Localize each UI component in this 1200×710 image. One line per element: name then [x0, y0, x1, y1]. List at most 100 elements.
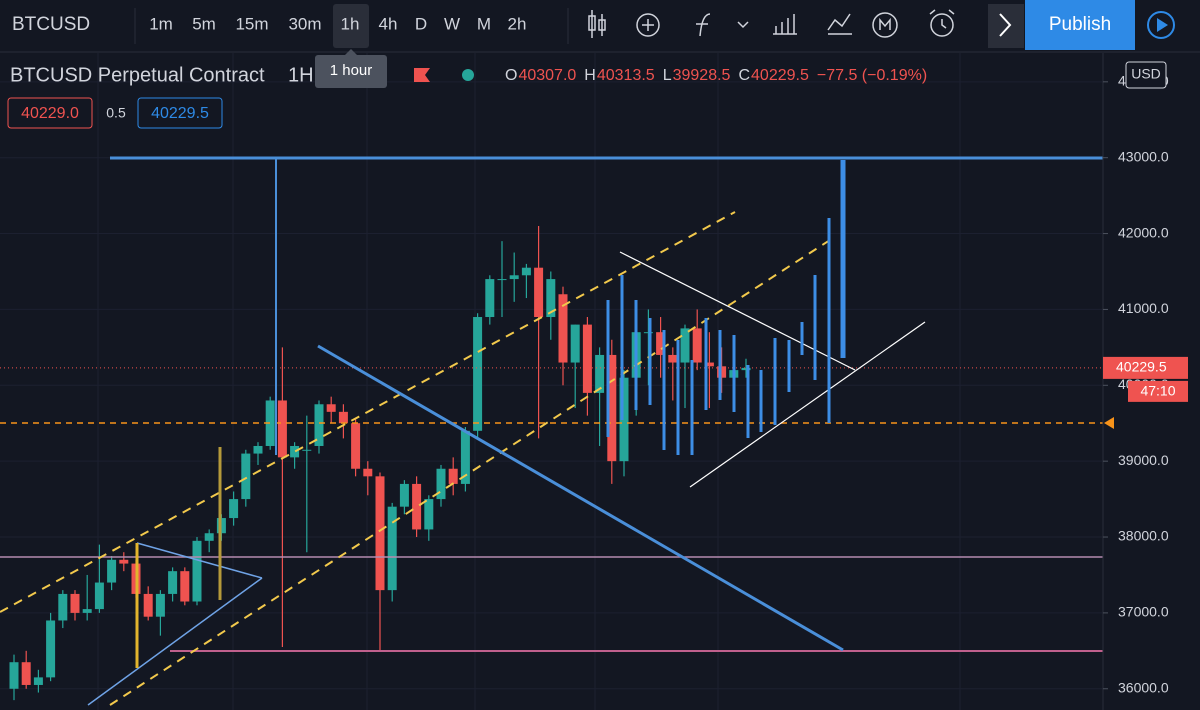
- candle-body: [521, 267, 531, 276]
- triangle-line: [689, 321, 926, 488]
- candle-body: [558, 294, 568, 363]
- candle-body: [643, 332, 653, 334]
- ohlc-key: C: [738, 67, 750, 84]
- candle-body: [363, 468, 373, 477]
- y-tick-label: 43000.0: [1118, 148, 1169, 164]
- replay-icon[interactable]: [872, 12, 898, 38]
- drawings: [0, 156, 1103, 706]
- candle-body: [204, 533, 214, 541]
- projection-bars: [606, 160, 846, 455]
- candle-body: [704, 362, 714, 367]
- candle-body: [375, 476, 385, 591]
- candle-body: [155, 593, 165, 617]
- candle-body: [424, 499, 434, 530]
- candle-body: [741, 367, 751, 371]
- publish-label: Publish: [1049, 14, 1111, 35]
- candle-body: [70, 593, 80, 613]
- buy-price: 40229.5: [151, 105, 209, 122]
- candle-body: [290, 445, 300, 458]
- symbol[interactable]: BTCUSD: [12, 14, 90, 35]
- sell-box[interactable]: [7, 97, 93, 129]
- countdown: 47:10: [1140, 383, 1175, 399]
- compare-icon[interactable]: [773, 14, 797, 35]
- last-price-box: [1103, 356, 1188, 379]
- candle-body: [399, 483, 409, 507]
- trend-line: [87, 577, 263, 706]
- candle-body: [82, 609, 92, 613]
- candle-body: [570, 324, 580, 363]
- ohlc-key: O: [505, 67, 517, 84]
- alert-icon: [929, 9, 955, 29]
- indicator-icon[interactable]: [827, 13, 852, 35]
- trend-line: [136, 542, 263, 579]
- candle-body: [436, 468, 446, 500]
- candle-body: [229, 499, 239, 519]
- candle-body: [595, 354, 605, 393]
- candle-body: [485, 279, 495, 318]
- last-price-label: 40229.5: [1116, 359, 1167, 375]
- candle-body: [509, 275, 519, 280]
- candle-body: [143, 593, 153, 617]
- countdown-box: [1128, 380, 1188, 402]
- candle-body: [448, 468, 458, 484]
- trend-line: [317, 344, 844, 652]
- candle-body: [351, 423, 361, 469]
- interval[interactable]: 1h: [341, 14, 360, 33]
- interval[interactable]: 30m: [288, 14, 321, 33]
- candle-body: [33, 677, 43, 685]
- fx-icon[interactable]: [696, 13, 711, 37]
- candle-body: [302, 449, 312, 451]
- candles: [0, 225, 1103, 701]
- tooltip-text: 1 hour: [330, 62, 373, 79]
- tooltip: [315, 55, 387, 88]
- candle-body: [107, 559, 117, 583]
- candle-body: [607, 354, 617, 462]
- flag-icon[interactable]: [414, 68, 430, 82]
- candle-body: [265, 400, 275, 446]
- interval[interactable]: M: [477, 14, 491, 33]
- candle-body: [680, 328, 690, 363]
- candle-body: [473, 317, 483, 431]
- y-tick-label: 36000.0: [1118, 679, 1169, 695]
- legend-title: BTCUSD Perpetual Contract: [10, 64, 265, 86]
- candle-body: [314, 404, 324, 446]
- candle-body: [717, 366, 727, 378]
- nav-button[interactable]: [988, 4, 1024, 48]
- interval[interactable]: 1m: [149, 14, 173, 33]
- candle-body: [460, 430, 470, 484]
- interval[interactable]: D: [415, 14, 427, 33]
- candle-body: [326, 404, 336, 412]
- play-button[interactable]: [1147, 11, 1175, 39]
- interval[interactable]: W: [444, 14, 460, 33]
- ohlc-value: 40229.5: [751, 67, 809, 84]
- interval[interactable]: 4h: [379, 14, 398, 33]
- candle-body: [192, 540, 202, 602]
- candle-body: [534, 267, 544, 318]
- buy-box[interactable]: [137, 97, 223, 129]
- interval[interactable]: 15m: [235, 14, 268, 33]
- dropdown-icon[interactable]: [737, 21, 749, 29]
- interval[interactable]: 5m: [192, 14, 216, 33]
- publish-button[interactable]: [1025, 0, 1135, 50]
- candle-body: [241, 453, 251, 500]
- candle-body: [168, 571, 178, 594]
- candle-body: [497, 279, 507, 281]
- spread: 0.5: [106, 105, 126, 121]
- tooltip-arrow: [345, 49, 357, 55]
- currency-button[interactable]: [1125, 61, 1167, 89]
- candle-body: [180, 571, 190, 602]
- interval[interactable]: 2h: [508, 14, 527, 33]
- candle-body: [277, 400, 287, 458]
- sell-price: 40229.0: [21, 105, 79, 122]
- candle-body: [58, 593, 68, 621]
- y-tick-label: 37000.0: [1118, 604, 1169, 620]
- ohlc-value: 40307.0: [518, 67, 576, 84]
- ohlc-value: 39928.5: [673, 67, 731, 84]
- intervals: 1m 5m 15m 30m 1h 4h D W M 2h: [149, 14, 526, 33]
- alert-marker: [1104, 417, 1114, 429]
- ohlc-value: 40313.5: [597, 67, 655, 84]
- y-tick-label: 38000.0: [1118, 528, 1169, 544]
- alert-icon[interactable]: [930, 13, 954, 37]
- add-icon[interactable]: [636, 13, 660, 37]
- y-tick-label: 39000.0: [1118, 452, 1169, 468]
